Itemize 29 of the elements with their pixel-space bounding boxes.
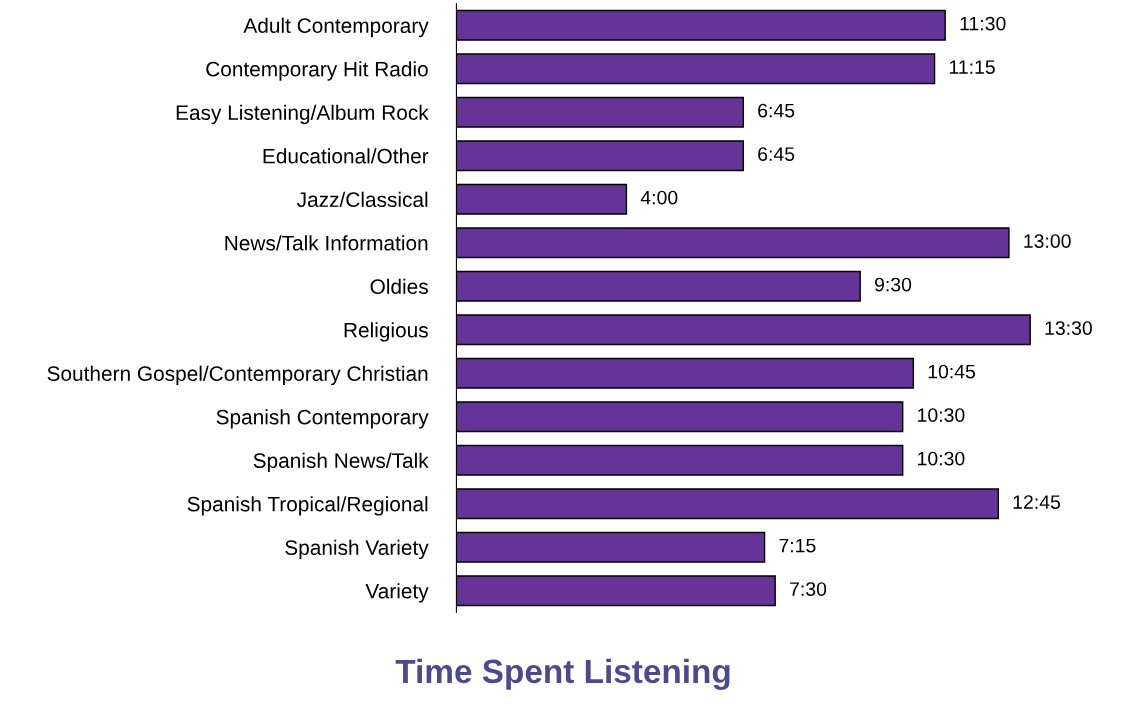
text: Time Spent Listening <box>395 658 730 690</box>
y-tick-label: Educational/Other <box>263 148 429 164</box>
y-tick-label: Oldies <box>370 278 428 295</box>
data-label: 13:30 <box>1045 321 1092 335</box>
y-tick-label: Spanish News/Talk <box>253 452 429 473</box>
y-tick-label: Spanish Tropical/Regional <box>187 496 428 516</box>
data-label: 11:30 <box>960 16 1006 31</box>
y-tick-label: Religious <box>344 322 428 342</box>
data-label: 7:15 <box>779 538 816 553</box>
data-label: 6:45 <box>758 103 795 118</box>
data-label: 11:15 <box>949 60 995 74</box>
data-label: 13:00 <box>1024 234 1071 248</box>
data-label: 7:30 <box>790 582 827 596</box>
data-label: 9:30 <box>874 277 912 292</box>
data-label: 10:45 <box>928 364 976 379</box>
y-tick-label: Easy Listening/Album Rock <box>176 104 429 125</box>
data-label: 12:45 <box>1013 495 1061 509</box>
y-tick-label: Spanish Variety <box>285 539 429 560</box>
y-tick-label: News/Talk Information <box>225 235 428 251</box>
data-label: 10:30 <box>918 408 965 422</box>
y-tick-label: Spanish Contemporary <box>216 409 429 429</box>
data-label: 4:00 <box>640 190 678 205</box>
y-tick-label: Southern Gospel/Contemporary Christian <box>47 365 428 386</box>
y-tick-label: Contemporary Hit Radio <box>206 61 428 81</box>
data-label: 6:45 <box>758 147 795 161</box>
y-tick-label: Jazz/Classical <box>297 191 428 208</box>
y-tick-label: Adult Contemporary <box>243 17 429 38</box>
y-tick-label: Variety <box>365 583 429 603</box>
data-label: 10:30 <box>918 451 965 466</box>
